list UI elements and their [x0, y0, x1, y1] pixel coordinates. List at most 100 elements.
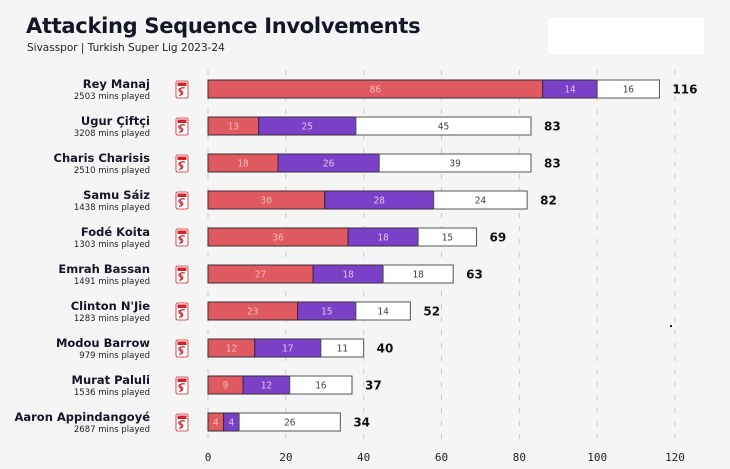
bar-segment-3-label: 18	[412, 270, 424, 281]
player-name: Modou Barrow	[56, 336, 150, 350]
x-tick-label: 20	[279, 451, 292, 464]
bar-segment-1-label: 27	[255, 270, 266, 281]
player-name: Samu Sáiz	[83, 188, 150, 202]
minutes-played: 1303 mins played	[74, 240, 150, 250]
x-tick-label: 60	[435, 451, 448, 464]
bar-segment-1-label: 30	[261, 196, 273, 207]
bar-segment-3	[433, 190, 528, 210]
player-name: Aaron Appindangoyé	[14, 410, 150, 424]
sivasspor-badge-icon	[175, 154, 189, 173]
player-name: Charis Charisis	[54, 151, 151, 165]
bar-segment-3-label: 24	[475, 196, 487, 207]
bar-total-label: 34	[353, 416, 370, 430]
minutes-played: 2510 mins played	[74, 166, 150, 176]
bar-segment-1-label: 23	[247, 307, 258, 318]
bar-total-label: 83	[544, 157, 561, 171]
player-name: Rey Manaj	[83, 77, 150, 91]
x-tick-label: 80	[513, 451, 526, 464]
bar-segment-3-label: 14	[377, 307, 389, 318]
bar-total-label: 37	[365, 379, 382, 393]
bar-segment-3	[320, 338, 365, 358]
minutes-played: 1438 mins played	[74, 203, 150, 213]
x-axis-ticks: 0 20 40 60 80 100 120	[205, 451, 685, 464]
bar-segment-3-label: 15	[442, 233, 453, 244]
bar-total-label: 82	[540, 194, 557, 208]
minutes-played: 1283 mins played	[74, 314, 150, 324]
artifact-dot	[670, 325, 672, 327]
chart-subtitle: Sivasspor | Turkish Super Lig 2023-24	[27, 42, 225, 54]
minutes-played: 979 mins played	[79, 351, 150, 361]
logo-placeholder	[548, 18, 704, 54]
bar-segment-3-label: 45	[438, 122, 449, 133]
bar-segment-3-label: 16	[623, 85, 635, 96]
bar-total-label: 69	[490, 231, 507, 245]
sivasspor-badge-icon	[175, 117, 189, 136]
x-tick-label: 0	[205, 451, 212, 464]
sivasspor-badge-icon	[175, 191, 189, 210]
bar-segment-2-label: 26	[323, 159, 335, 170]
bar-segment-1-label: 86	[370, 85, 382, 96]
player-name: Emrah Bassan	[58, 262, 150, 276]
bar-segment-2-label: 18	[377, 233, 389, 244]
player-name: Fodé Koita	[81, 225, 150, 239]
bar-segment-3	[289, 375, 353, 395]
bar-total-label: 83	[544, 120, 561, 134]
sivasspor-badge-icon	[175, 80, 189, 99]
x-tick-label: 100	[587, 451, 607, 464]
minutes-played: 2503 mins played	[74, 92, 150, 102]
bar-segment-1-label: 18	[237, 159, 249, 170]
grid-lines	[207, 70, 676, 440]
bar-segment-2-label: 17	[282, 344, 293, 355]
bar-segment-2-label: 18	[342, 270, 354, 281]
bar-segment-3-label: 39	[449, 159, 461, 170]
bar-segment-3	[378, 153, 532, 173]
sivasspor-badge-icon	[175, 265, 189, 284]
sivasspor-badge-icon	[175, 413, 189, 432]
bar-segment-3	[382, 264, 454, 284]
bar-segment-1-label: 9	[223, 381, 229, 392]
bar-segment-2-label: 4	[228, 418, 234, 429]
minutes-played: 3208 mins played	[74, 129, 150, 139]
minutes-played: 2687 mins played	[74, 425, 150, 435]
sivasspor-badge-icon	[175, 376, 189, 395]
bar-segment-3-label: 16	[315, 381, 327, 392]
minutes-played: 1536 mins played	[74, 388, 150, 398]
bar-segment-3-label: 26	[284, 418, 296, 429]
bar-segment-1-label: 4	[213, 418, 219, 429]
bar-segment-3	[355, 301, 411, 321]
bar-segment-3	[417, 227, 478, 247]
sivasspor-badge-icon	[175, 228, 189, 247]
bar-segment-1-label: 12	[226, 344, 237, 355]
bar-segment-3	[238, 412, 341, 432]
sivasspor-badge-icon	[175, 302, 189, 321]
minutes-played: 1491 mins played	[74, 277, 150, 287]
x-tick-label: 120	[665, 451, 685, 464]
player-name: Ugur Çiftçi	[81, 114, 150, 128]
bar-segment-2-label: 15	[321, 307, 332, 318]
player-name: Murat Paluli	[72, 373, 150, 387]
bar-total-label: 52	[423, 305, 440, 319]
bar-segment-2-label: 28	[374, 196, 386, 207]
bar-segment-3-label: 11	[337, 344, 349, 355]
x-tick-label: 40	[357, 451, 370, 464]
sivasspor-badge-icon	[175, 339, 189, 358]
bar-total-label: 40	[377, 342, 394, 356]
bar-total-label: 63	[466, 268, 483, 282]
bar-segment-3	[596, 79, 660, 99]
chart-title: Attacking Sequence Involvements	[26, 14, 421, 38]
bar-segment-2-label: 14	[564, 85, 576, 96]
bar-segment-3	[355, 116, 532, 136]
bar-segment-1-label: 13	[228, 122, 239, 133]
